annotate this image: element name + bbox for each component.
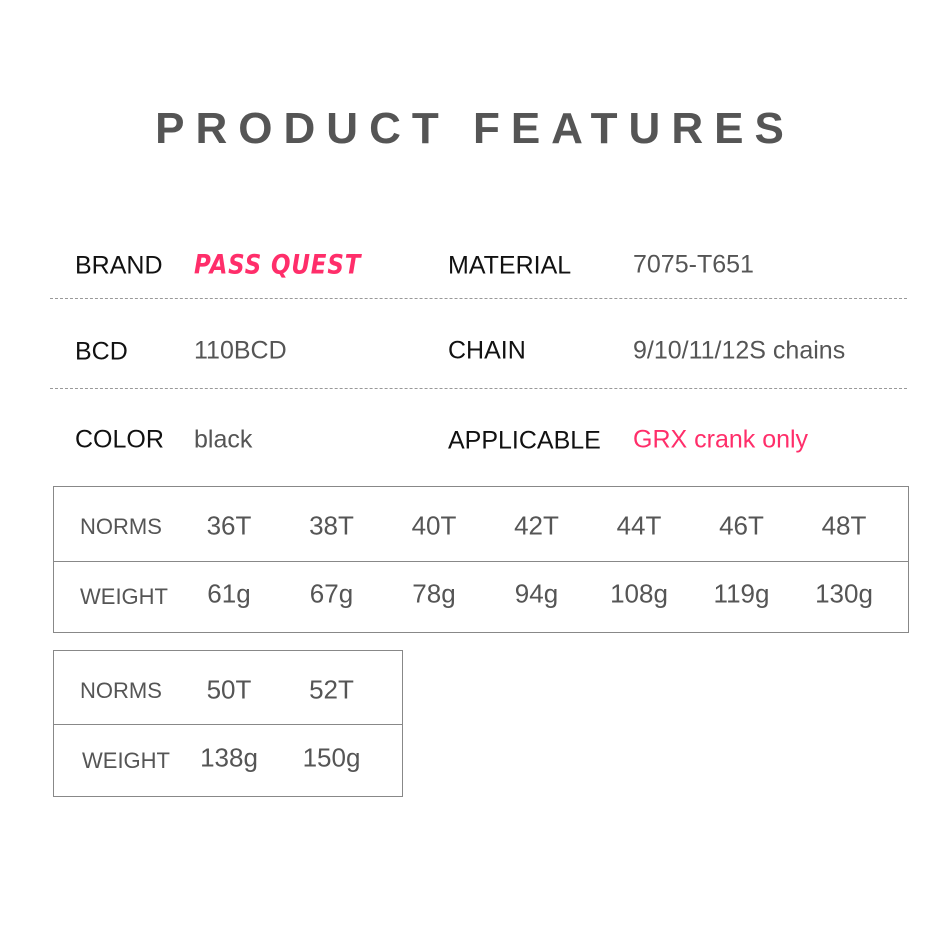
brand-label: BRAND (75, 251, 163, 280)
weight-label: WEIGHT (80, 584, 168, 609)
norm-cell: 44T (616, 510, 662, 541)
material-value: 7075-T651 (633, 250, 754, 279)
table-divider (53, 561, 909, 562)
weight-label: WEIGHT (82, 748, 170, 773)
norm-cell: 52T (309, 674, 354, 705)
norms-label: NORMS (80, 678, 162, 703)
color-value: black (194, 425, 253, 454)
weight-cell: 119g (713, 578, 770, 609)
applicable-value: GRX crank only (633, 425, 809, 454)
norm-cell: 36T (206, 510, 252, 541)
bcd-label: BCD (75, 337, 128, 366)
brand-logo: PASS QUEST (194, 249, 362, 281)
weight-cell: 78g (412, 578, 456, 609)
color-label: COLOR (75, 425, 164, 454)
divider (50, 388, 907, 389)
norm-cell: 50T (206, 674, 252, 705)
applicable-label: APPLICABLE (448, 426, 601, 455)
weight-cell: 138g (200, 742, 258, 773)
norms-label: NORMS (80, 514, 162, 539)
weight-cell: 94g (514, 578, 559, 609)
chain-value: 9/10/11/12S chains (633, 336, 846, 365)
table-divider (53, 724, 403, 725)
norm-cell: 42T (514, 510, 559, 541)
page-title: PRODUCT FEATURES (155, 104, 795, 153)
weight-cell: 61g (207, 578, 251, 609)
norm-cell: 48T (821, 510, 867, 541)
weight-cell: 108g (610, 578, 668, 609)
divider (50, 298, 907, 299)
weight-table-1 (53, 486, 909, 633)
weight-cell: 130g (815, 578, 873, 609)
chain-label: CHAIN (448, 336, 526, 365)
weight-table-2 (53, 650, 403, 797)
bcd-value: 110BCD (194, 336, 287, 365)
material-label: MATERIAL (448, 251, 572, 280)
weight-cell: 150g (302, 742, 361, 773)
weight-cell: 67g (309, 578, 354, 609)
norm-cell: 46T (719, 510, 764, 541)
norm-cell: 38T (309, 510, 354, 541)
norm-cell: 40T (411, 510, 457, 541)
